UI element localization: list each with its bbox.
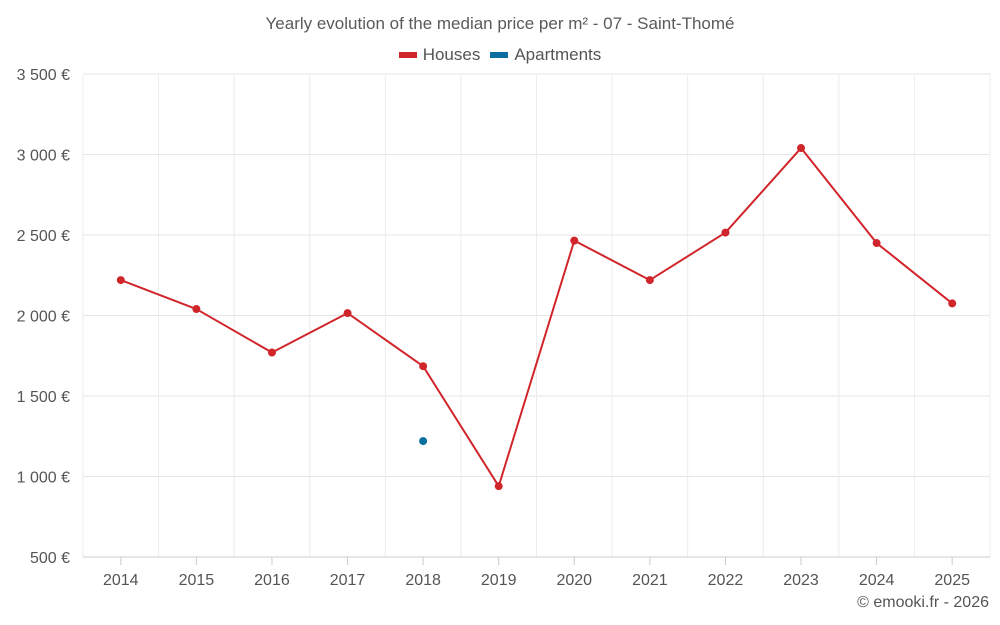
- y-tick-label: 2 500 €: [17, 228, 70, 245]
- x-tick-label: 2022: [708, 572, 744, 589]
- y-tick-label: 1 500 €: [17, 389, 70, 406]
- x-tick-label: 2018: [405, 572, 441, 589]
- x-tick-label: 2016: [254, 572, 290, 589]
- legend-swatch-houses: [398, 52, 417, 58]
- data-point-houses: [721, 228, 730, 237]
- legend-swatch-apartments: [490, 52, 509, 58]
- data-point-houses: [419, 362, 428, 371]
- data-point-houses: [872, 239, 881, 248]
- x-tick-label: 2024: [859, 572, 895, 589]
- x-tick-label: 2025: [934, 572, 970, 589]
- y-tick-label: 500 €: [30, 550, 70, 567]
- y-tick-label: 1 000 €: [17, 470, 70, 487]
- legend-item-apartments[interactable]: Apartments: [490, 45, 601, 65]
- x-tick-label: 2021: [632, 572, 668, 589]
- data-point-apartments: [419, 437, 428, 446]
- y-tick-label: 2 000 €: [17, 309, 70, 326]
- data-point-houses: [645, 276, 654, 285]
- legend-label-houses: Houses: [422, 45, 481, 64]
- data-point-houses: [570, 236, 579, 245]
- data-point-houses: [116, 276, 125, 285]
- legend-item-houses[interactable]: Houses: [398, 45, 481, 65]
- data-point-houses: [343, 309, 352, 318]
- data-point-houses: [192, 305, 201, 314]
- data-point-houses: [267, 348, 276, 357]
- y-tick-label: 3 500 €: [17, 67, 70, 84]
- legend-label-apartments: Apartments: [514, 45, 602, 64]
- data-point-houses: [494, 482, 503, 491]
- x-tick-label: 2015: [179, 572, 215, 589]
- x-tick-label: 2019: [481, 572, 517, 589]
- x-tick-label: 2020: [556, 572, 592, 589]
- y-tick-label: 3 000 €: [17, 148, 70, 165]
- legend: Houses Apartments: [0, 45, 1000, 65]
- x-tick-label: 2014: [103, 572, 139, 589]
- data-point-houses: [948, 299, 957, 308]
- series-line-houses: [120, 147, 953, 488]
- x-tick-label: 2017: [330, 572, 366, 589]
- chart-title: Yearly evolution of the median price per…: [265, 14, 735, 33]
- data-point-houses: [797, 144, 806, 153]
- copyright-notice: © emooki.fr - 2026: [857, 594, 989, 611]
- x-tick-label: 2023: [783, 572, 819, 589]
